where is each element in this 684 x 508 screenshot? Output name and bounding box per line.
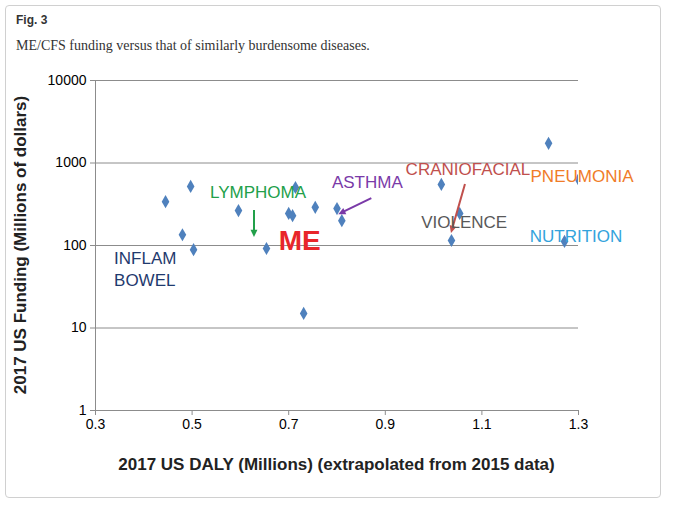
html-text:Fig. 3: Fig. 3: [16, 13, 48, 27]
svg-text:INFLAMBOWEL: INFLAMBOWEL: [114, 249, 176, 290]
svg-text:10000: 10000: [48, 72, 87, 88]
svg-text:LYMPHOMA: LYMPHOMA: [210, 183, 307, 202]
svg-text:ASTHMA: ASTHMA: [332, 173, 404, 192]
svg-text:VIOLENCE: VIOLENCE: [421, 213, 507, 232]
svg-text:0.3: 0.3: [86, 416, 106, 432]
svg-text:1.1: 1.1: [472, 416, 492, 432]
svg-text:CRANIOFACIAL: CRANIOFACIAL: [406, 160, 531, 179]
svg-text:1000: 1000: [55, 154, 86, 170]
svg-text:100: 100: [63, 237, 87, 253]
svg-text:ME: ME: [279, 225, 321, 256]
svg-text:1.3: 1.3: [569, 416, 589, 432]
svg-text:0.7: 0.7: [279, 416, 299, 432]
html-text:ME/CFS funding versus that of: ME/CFS funding versus that of similarly …: [16, 38, 370, 53]
svg-text:0.5: 0.5: [182, 416, 202, 432]
svg-text:10: 10: [71, 319, 87, 335]
svg-text:2017 US Funding (Millions of d: 2017 US Funding (Millions of dollars): [11, 96, 30, 394]
svg-text:NUTRITION: NUTRITION: [530, 227, 623, 246]
svg-text:0.9: 0.9: [376, 416, 396, 432]
svg-text:1: 1: [78, 402, 87, 418]
svg-text:2017 US DALY (Millions) (extra: 2017 US DALY (Millions) (extrapolated fr…: [118, 455, 554, 474]
svg-text:PNEUMONIA: PNEUMONIA: [531, 167, 635, 186]
